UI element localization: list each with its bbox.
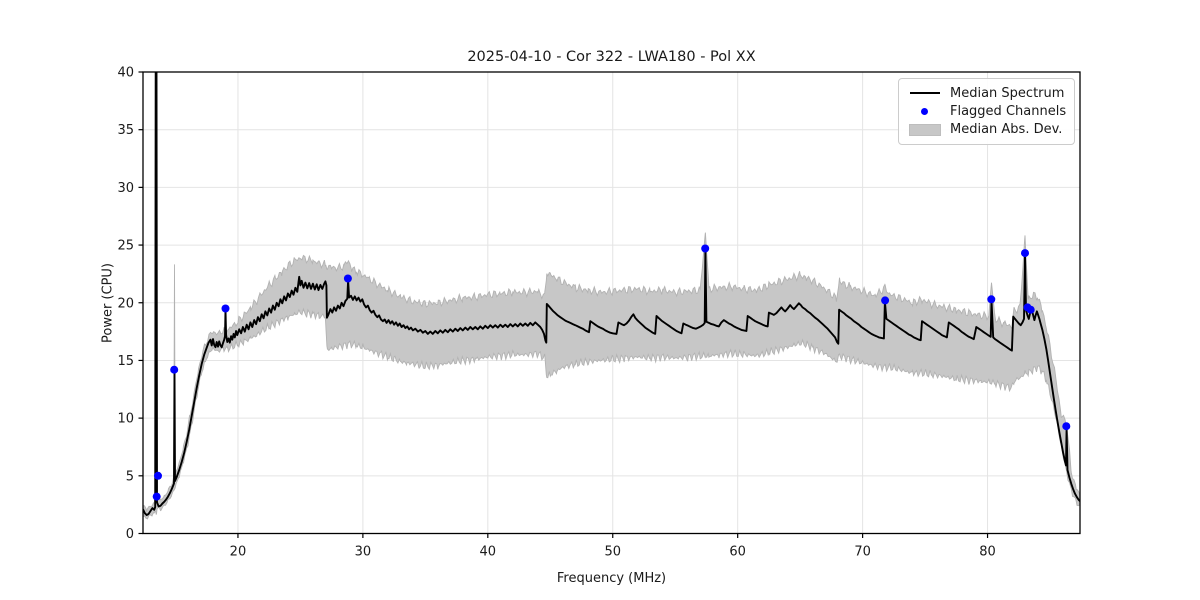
tick-labels: 20 30 40 50 60 70 80 0 5 10 15 20 25 30 35 40 [117, 66, 995, 560]
median-spectrum-line [143, 72, 1080, 516]
mad-band [143, 232, 1080, 520]
flagged-channel-dot [154, 471, 162, 480]
y-tick-label: 0 [126, 527, 134, 542]
x-tick-label: 70 [854, 545, 871, 560]
x-tick-label: 80 [979, 545, 996, 560]
flagged-channel-dot [701, 244, 710, 253]
y-tick-label: 5 [126, 469, 134, 484]
legend-label: Median Spectrum [950, 85, 1065, 101]
flagged-channel-dot [1062, 422, 1071, 431]
y-tick-label: 10 [117, 412, 134, 427]
flagged-channel-dot [987, 295, 996, 304]
legend-band-swatch [908, 123, 941, 136]
y-tick-label: 15 [117, 354, 134, 369]
y-tick-label: 25 [117, 239, 134, 254]
y-tick-label: 40 [117, 66, 134, 81]
y-tick-label: 30 [117, 181, 134, 196]
y-tick-label: 20 [117, 296, 134, 311]
legend-label: Median Abs. Dev. [950, 122, 1063, 138]
x-tick-label: 20 [230, 545, 247, 560]
y-tick-label: 35 [117, 123, 134, 138]
x-tick-label: 50 [604, 545, 621, 560]
flagged-channel-dot [1021, 249, 1029, 258]
flagged-channel-dot [1026, 305, 1035, 314]
plot-area [143, 72, 1080, 520]
x-tick-label: 60 [729, 545, 746, 560]
flagged-channel-dot [170, 365, 179, 374]
flagged-channel-dot [221, 304, 230, 313]
legend-label: Flagged Channels [950, 103, 1067, 119]
legend: Median Spectrum Flagged Channels Median … [898, 78, 1075, 145]
chart-title: 2025-04-10 - Cor 322 - LWA180 - Pol XX [467, 49, 756, 65]
x-tick-label: 30 [355, 545, 372, 560]
x-axis-label: Frequency (MHz) [556, 571, 667, 586]
legend-dot-swatch [908, 107, 941, 115]
flagged-channel-dot [152, 492, 161, 501]
legend-entry-median-spectrum: Median Spectrum [908, 84, 1065, 102]
x-tick-label: 40 [480, 545, 497, 560]
legend-line-swatch [908, 92, 941, 95]
flagged-channel-dot [881, 296, 890, 305]
legend-entry-median-abs-dev: Median Abs. Dev. [908, 121, 1065, 139]
legend-entry-flagged-channels: Flagged Channels [908, 102, 1067, 120]
y-axis-label: Power (CPU) [100, 262, 116, 344]
flagged-channel-dot [343, 274, 352, 283]
